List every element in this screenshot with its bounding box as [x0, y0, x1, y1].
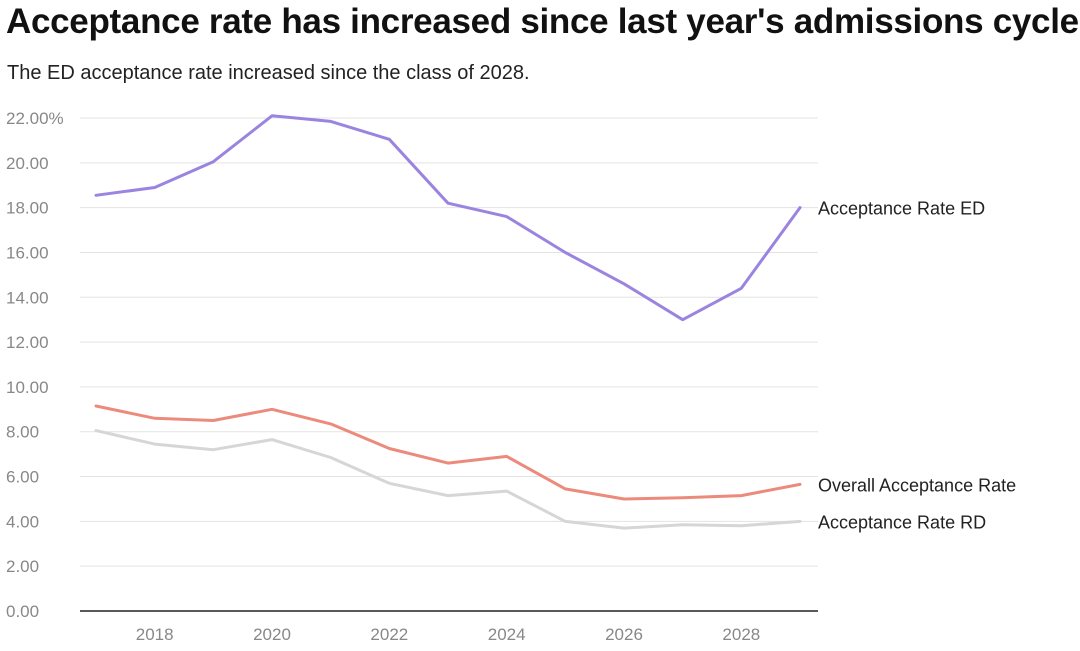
- series-label: Acceptance Rate RD: [818, 512, 986, 532]
- x-tick-label: 2026: [605, 625, 643, 644]
- chart-title: Acceptance rate has increased since last…: [6, 2, 1079, 41]
- y-tick-label: 6.00: [6, 468, 39, 487]
- x-tick-label: 2022: [370, 625, 408, 644]
- y-tick-label: 10.00: [6, 378, 49, 397]
- y-tick-label: 16.00: [6, 243, 49, 262]
- y-tick-label: 20.00: [6, 154, 49, 173]
- gridlines: [80, 117, 818, 612]
- y-tick-label: 14.00: [6, 288, 49, 307]
- x-tick-label: 2028: [722, 625, 760, 644]
- y-tick-label: 8.00: [6, 423, 39, 442]
- series-labels: Acceptance Rate ED Overall Acceptance Rat…: [818, 199, 1016, 533]
- series-line-2: [94, 429, 802, 530]
- series-line-1: [94, 404, 802, 501]
- series-label: Acceptance Rate ED: [818, 199, 985, 219]
- chart-subtitle: The ED acceptance rate increased since t…: [7, 62, 530, 84]
- y-tick-label: 12.00: [6, 333, 49, 352]
- x-axis-ticks: 2018 2020 2022 2024 2026 2028: [136, 625, 760, 644]
- y-tick-label: 0.00: [6, 602, 39, 621]
- x-tick-label: 2020: [253, 625, 291, 644]
- y-tick-label: 4.00: [6, 512, 39, 531]
- y-axis-ticks: 0.00 2.00 4.00 6.00 8.00 10.00 12.00 14.00 16.00…: [6, 109, 64, 621]
- y-tick-label: 2.00: [6, 557, 39, 576]
- x-tick-label: 2024: [488, 625, 526, 644]
- x-tick-label: 2018: [136, 625, 174, 644]
- series-line-0: [94, 114, 802, 322]
- y-tick-label: 22.00%: [6, 109, 64, 128]
- series-label: Overall Acceptance Rate: [818, 475, 1016, 495]
- y-tick-label: 18.00: [6, 199, 49, 218]
- series-lines: [94, 114, 802, 530]
